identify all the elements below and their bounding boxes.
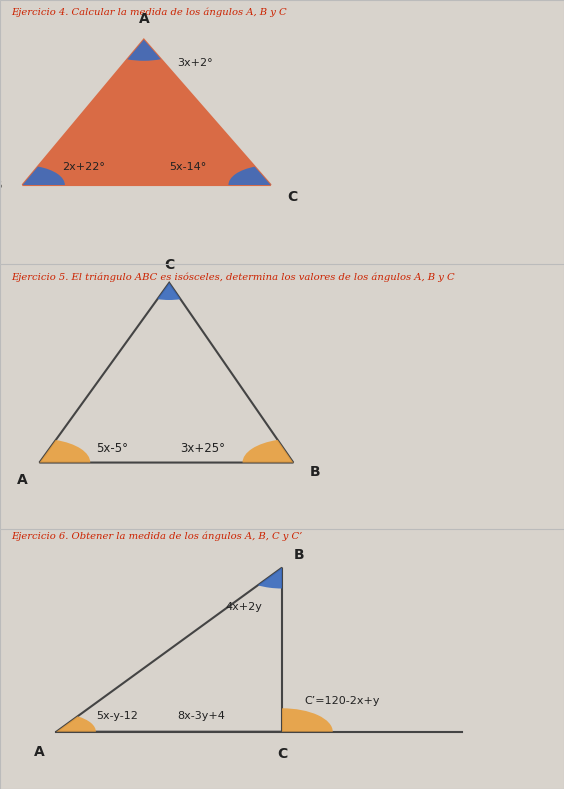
Wedge shape <box>157 282 180 300</box>
Wedge shape <box>56 716 96 731</box>
Text: C’=120-2x+y: C’=120-2x+y <box>305 696 380 705</box>
Text: 3x+25°: 3x+25° <box>180 442 226 454</box>
Text: C: C <box>277 747 287 761</box>
Wedge shape <box>127 39 161 61</box>
Wedge shape <box>23 166 65 185</box>
Text: A: A <box>34 745 45 759</box>
Polygon shape <box>23 39 271 185</box>
Text: C: C <box>288 190 298 204</box>
Text: B: B <box>293 548 304 563</box>
Text: 5x-5°: 5x-5° <box>96 442 128 454</box>
Text: 2x+22°: 2x+22° <box>62 162 105 172</box>
Text: 3x+2°: 3x+2° <box>178 58 213 68</box>
Text: B: B <box>310 466 321 479</box>
Text: A: A <box>17 473 28 487</box>
Text: Ejercicio 6. Obtener la medida de los ángulos A, B, C y C’: Ejercicio 6. Obtener la medida de los án… <box>11 531 302 540</box>
Wedge shape <box>258 568 282 589</box>
Text: Ejercicio 4. Calcular la medida de los ángulos A, B y C: Ejercicio 4. Calcular la medida de los á… <box>11 8 287 17</box>
Text: Ejercicio 5. El triángulo ABC es isósceles, determina los valores de los ángulos: Ejercicio 5. El triángulo ABC es isóscel… <box>11 272 455 282</box>
Text: 5x-14°: 5x-14° <box>169 162 206 172</box>
Wedge shape <box>282 709 333 731</box>
Wedge shape <box>228 166 271 185</box>
Wedge shape <box>39 440 90 462</box>
Wedge shape <box>243 440 293 462</box>
Text: 4x+2y: 4x+2y <box>226 601 262 611</box>
Text: 5x-y-12: 5x-y-12 <box>96 712 138 721</box>
Text: 8x-3y+4: 8x-3y+4 <box>178 712 226 721</box>
Text: C: C <box>164 258 174 272</box>
Text: B: B <box>0 178 3 192</box>
Text: A: A <box>138 13 149 27</box>
